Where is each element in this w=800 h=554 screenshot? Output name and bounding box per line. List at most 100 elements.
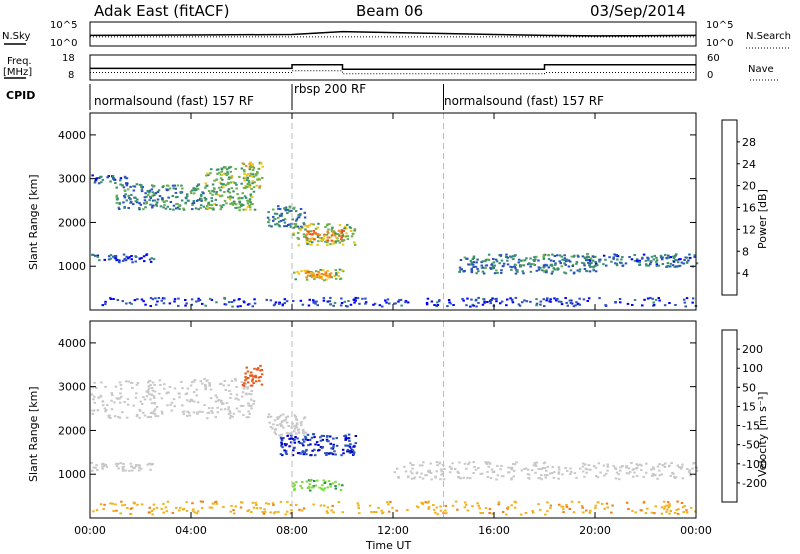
power-cell-r10 xyxy=(558,254,562,257)
power-cell-r5 xyxy=(124,258,127,261)
power-cell-r12 xyxy=(190,303,193,306)
power-cell-r12 xyxy=(525,300,529,303)
velocity-cell-r4 xyxy=(296,452,300,455)
power-cell-r12 xyxy=(144,303,147,306)
power-cell-r5 xyxy=(96,255,99,258)
power-cell-r12 xyxy=(548,300,551,303)
velocity-cell-r0 xyxy=(182,410,186,413)
power-cell-r12 xyxy=(491,297,494,300)
nsky-label: N.Sky xyxy=(2,31,31,42)
power-cell-r12 xyxy=(446,305,449,308)
power-cell-r1 xyxy=(166,184,170,187)
power-cell-r1 xyxy=(172,187,175,190)
power-cell-r2 xyxy=(211,183,215,186)
power-ytick-label: 3000 xyxy=(58,173,86,186)
nave-tick-bottom: 0 xyxy=(707,70,714,81)
power-cell-r10 xyxy=(513,265,516,268)
power-cell-r12 xyxy=(253,302,257,305)
velocity-cell-r4 xyxy=(311,449,314,452)
power-cell-r11 xyxy=(642,253,646,256)
velocity-cell-r3 xyxy=(104,463,108,466)
velocity-cell-r7 xyxy=(263,508,266,511)
velocity-cell-r5 xyxy=(301,481,304,483)
power-cell-r6 xyxy=(299,228,302,231)
power-cell-r12 xyxy=(514,296,518,299)
power-cell-r5 xyxy=(103,258,106,261)
power-cell-r2 xyxy=(221,178,224,181)
power-cell-r10 xyxy=(542,254,546,257)
power-cell-r10 xyxy=(514,254,517,257)
power-cell-r6 xyxy=(322,237,325,240)
power-cell-r12 xyxy=(560,303,564,306)
power-cell-r11 xyxy=(655,256,658,259)
power-cell-r10 xyxy=(458,270,461,273)
velocity-cell-r6 xyxy=(410,464,414,466)
power-cell-r0 xyxy=(101,178,105,181)
velocity-cell-r3 xyxy=(105,465,109,468)
velocity-cell-r6 xyxy=(582,462,585,465)
power-cell-r12 xyxy=(569,302,573,304)
power-cell-r2 xyxy=(219,204,222,207)
power-cell-r6 xyxy=(298,227,301,230)
velocity-cell-r7 xyxy=(565,504,568,506)
velocity-cell-r0 xyxy=(241,391,245,394)
velocity-cell-r7 xyxy=(95,509,99,512)
power-cell-r1 xyxy=(132,185,135,188)
power-cell-r11 xyxy=(652,258,655,261)
velocity-cell-r6 xyxy=(592,465,596,468)
velocity-cell-r5 xyxy=(329,483,332,486)
velocity-cell-r0 xyxy=(195,394,198,397)
power-cell-r10 xyxy=(550,272,554,275)
power-cell-r12 xyxy=(619,301,622,304)
power-cell-r10 xyxy=(506,256,509,259)
power-cell-r2 xyxy=(235,187,238,190)
power-cell-r10 xyxy=(471,258,475,260)
power-cell-r1 xyxy=(162,184,165,187)
power-cell-r12 xyxy=(361,297,364,300)
velocity-cell-r3 xyxy=(94,466,97,469)
velocity-cell-r0 xyxy=(241,405,245,407)
velocity-cell-r6 xyxy=(615,471,619,474)
nsearch-tick-top: 10^5 xyxy=(706,20,734,31)
power-cell-r1 xyxy=(184,201,187,204)
power-cell-r2 xyxy=(249,201,252,203)
velocity-cell-r2 xyxy=(282,413,285,416)
velocity-cell-r0 xyxy=(186,414,189,417)
velocity-cell-r2 xyxy=(293,430,296,433)
velocity-cell-r7 xyxy=(497,501,501,504)
velocity-cell-r4 xyxy=(302,440,306,443)
velocity-cell-r1 xyxy=(256,368,259,371)
power-cell-r12 xyxy=(329,303,332,306)
power-cell-r4 xyxy=(285,225,289,228)
power-cell-r2 xyxy=(230,176,233,179)
velocity-cell-r6 xyxy=(421,464,424,467)
velocity-cell-r6 xyxy=(587,464,591,466)
velocity-cell-r7 xyxy=(375,511,378,514)
velocity-cell-r6 xyxy=(614,477,618,480)
power-cell-r2 xyxy=(225,168,229,171)
power-cell-r2 xyxy=(232,190,235,193)
velocity-cell-r5 xyxy=(308,483,312,486)
velocity-cell-r7 xyxy=(251,501,255,504)
power-cell-r4 xyxy=(266,216,270,219)
power-cell-r12 xyxy=(511,298,514,301)
power-cell-r12 xyxy=(393,302,396,305)
power-cell-r11 xyxy=(594,255,597,258)
power-cell-r2 xyxy=(240,182,243,185)
power-cell-r1 xyxy=(115,196,118,199)
velocity-cell-r6 xyxy=(462,476,465,479)
velocity-cell-r7 xyxy=(387,503,390,506)
power-cell-r11 xyxy=(669,256,672,259)
velocity-cell-r7 xyxy=(434,511,437,514)
velocity-cell-r0 xyxy=(211,411,214,414)
velocity-cell-r7 xyxy=(558,503,561,506)
velocity-cell-r4 xyxy=(301,438,305,441)
power-cell-r2 xyxy=(223,172,226,175)
velocity-cell-r0 xyxy=(119,401,122,404)
velocity-cell-r7 xyxy=(148,506,151,509)
velocity-cell-r4 xyxy=(285,453,288,455)
power-cell-r6 xyxy=(305,241,309,244)
velocity-cell-r7 xyxy=(685,511,689,514)
power-cell-r8 xyxy=(325,278,328,281)
velocity-cell-r2 xyxy=(280,421,284,423)
